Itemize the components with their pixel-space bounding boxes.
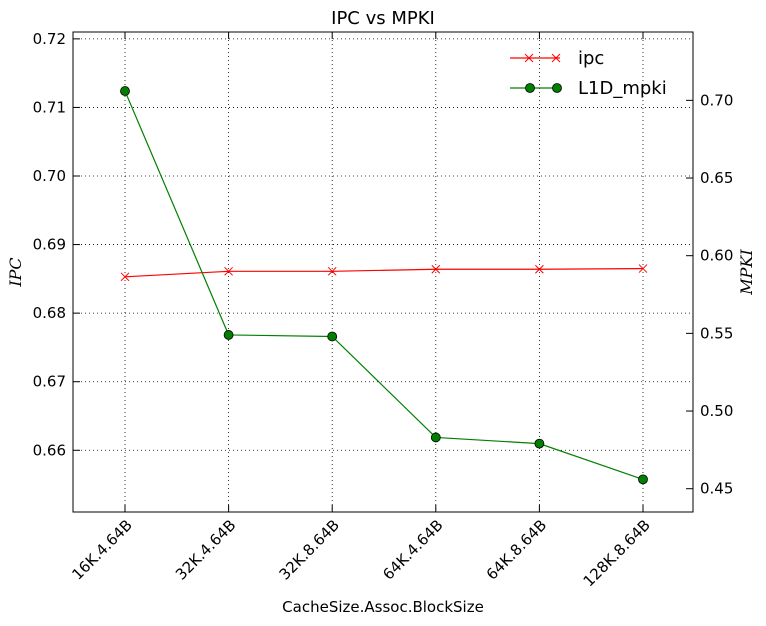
y-left-tick-label: 0.70 — [33, 167, 66, 185]
data-point-ipc — [120, 272, 130, 282]
y-left-axis-label: IPC — [6, 257, 25, 287]
data-point-ipc — [327, 266, 337, 276]
legend-label: ipc — [578, 48, 604, 69]
legend-marker — [552, 83, 562, 93]
data-point-ipc — [638, 264, 648, 273]
y-right-axis-label: MPKI — [737, 249, 756, 296]
chart-title: IPC vs MPKI — [331, 8, 435, 29]
legend: ipc L1D_mpki — [510, 48, 667, 99]
series-line-L1D_mpki — [124, 90, 644, 480]
series-line-ipc — [124, 267, 644, 278]
y-left-tick-label: 0.66 — [33, 441, 66, 459]
y-left-tick-label: 0.67 — [33, 373, 66, 391]
data-point-ipc — [431, 264, 441, 274]
data-point-ipc — [224, 266, 233, 276]
legend-marker — [525, 83, 535, 93]
series-layer — [120, 86, 648, 485]
y-left-tick-label: 0.71 — [33, 98, 66, 116]
legend-item-L1D_mpki: L1D_mpki — [510, 78, 667, 99]
grid — [73, 32, 693, 512]
y-left-tick-label: 0.72 — [33, 30, 66, 48]
right-axis: 0.45 0.50 0.55 0.60 0.65 0.70 — [686, 91, 733, 498]
y-right-tick-label: 0.55 — [700, 324, 733, 342]
data-point-L1D_mpki — [638, 474, 648, 485]
y-left-tick-label: 0.68 — [33, 304, 66, 322]
data-point-L1D_mpki — [223, 330, 234, 340]
legend-label: L1D_mpki — [578, 78, 667, 99]
y-right-tick-label: 0.50 — [700, 402, 733, 420]
x-axis-label: CacheSize.Assoc.BlockSize — [282, 598, 484, 616]
y-right-tick-label: 0.60 — [700, 247, 733, 265]
y-left-tick-label: 0.69 — [33, 236, 66, 254]
data-point-L1D_mpki — [430, 432, 441, 443]
data-point-L1D_mpki — [327, 331, 338, 342]
legend-item-ipc: ipc — [510, 48, 604, 69]
y-right-tick-label: 0.65 — [700, 169, 733, 187]
data-point-L1D_mpki — [120, 86, 130, 96]
legend-marker — [524, 53, 534, 63]
data-point-L1D_mpki — [534, 438, 545, 449]
data-point-ipc — [535, 264, 544, 274]
legend-marker — [551, 53, 561, 63]
y-right-tick-label: 0.70 — [700, 91, 733, 109]
left-axis: 0.66 0.67 0.68 0.69 0.70 0.71 0.72 — [33, 30, 80, 459]
y-right-tick-label: 0.45 — [700, 480, 733, 498]
plot-frame — [72, 31, 694, 513]
